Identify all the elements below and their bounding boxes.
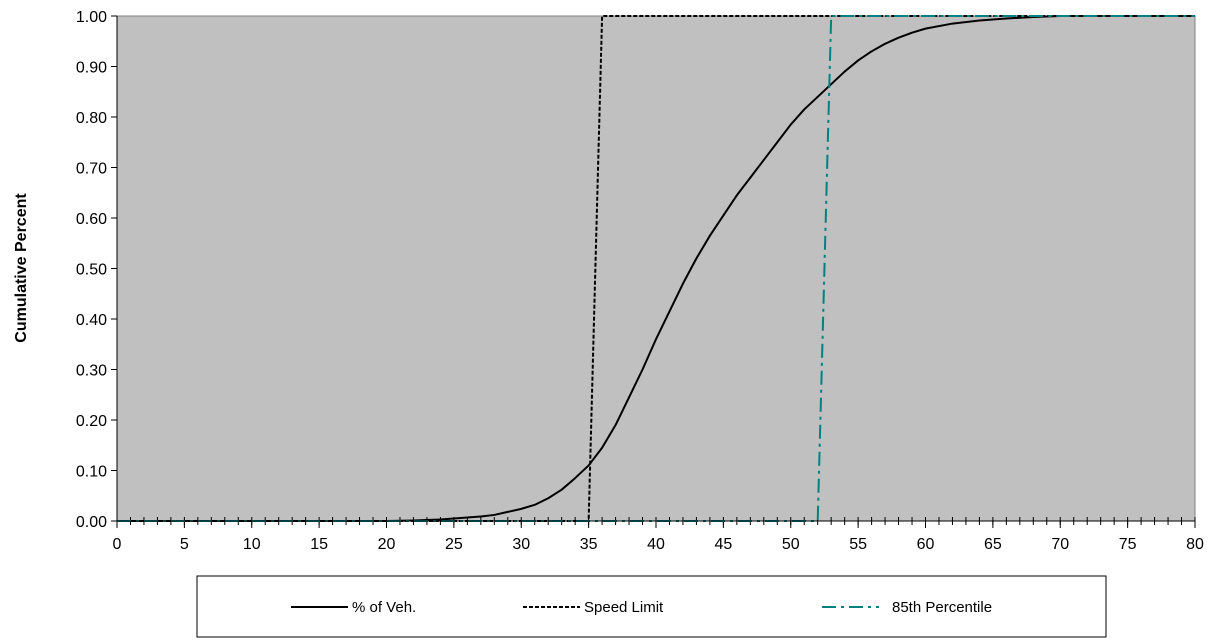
y-tick-label: 0.10 bbox=[76, 464, 107, 481]
x-tick-labels: 0 5 10 15 20 25 30 35 40 45 50 55 60 65 70 75 80 bbox=[113, 536, 1204, 553]
x-tick-label: 0 bbox=[113, 536, 122, 553]
legend-label-veh: % of Veh. bbox=[352, 599, 416, 616]
x-tick-label: 70 bbox=[1051, 536, 1069, 553]
x-tick-label: 65 bbox=[984, 536, 1002, 553]
y-tick-label: 0.70 bbox=[76, 161, 107, 178]
y-axis-title: Cumulative Percent bbox=[13, 193, 30, 343]
y-tick-label: 0.60 bbox=[76, 211, 107, 228]
plot-area bbox=[116, 15, 1196, 522]
y-tick-label: 1.00 bbox=[76, 9, 107, 26]
x-tick-label: 30 bbox=[512, 536, 530, 553]
x-tick-label: 10 bbox=[243, 536, 261, 553]
x-tick-label: 45 bbox=[714, 536, 732, 553]
legend-box bbox=[196, 575, 1107, 638]
x-tick-label: 55 bbox=[849, 536, 867, 553]
series-85th-percentile bbox=[117, 15, 1195, 522]
legend-label-speed-limit: Speed Limit bbox=[584, 599, 664, 616]
y-tick-labels: 0.00 0.10 0.20 0.30 0.40 0.50 0.60 0.70 0.80 0.90… bbox=[76, 9, 107, 531]
y-tick-label: 0.40 bbox=[76, 312, 107, 329]
series-veh bbox=[117, 15, 1195, 522]
x-tick-label: 40 bbox=[647, 536, 665, 553]
x-tick-label: 50 bbox=[782, 536, 800, 553]
x-tick-label: 75 bbox=[1119, 536, 1137, 553]
x-tick-label: 25 bbox=[445, 536, 463, 553]
legend: % of Veh. Speed Limit 85th Percentile bbox=[196, 575, 1107, 638]
legend-label-85th-percentile: 85th Percentile bbox=[892, 599, 992, 616]
y-tick-label: 0.50 bbox=[76, 262, 107, 279]
y-tick-label: 0.80 bbox=[76, 110, 107, 127]
y-tick-label: 0.90 bbox=[76, 60, 107, 77]
y-tick-label: 0.20 bbox=[76, 413, 107, 430]
x-tick-label: 5 bbox=[180, 536, 189, 553]
x-tick-label: 15 bbox=[310, 536, 328, 553]
y-tick-label: 0.00 bbox=[76, 514, 107, 531]
x-tick-label: 20 bbox=[378, 536, 396, 553]
y-tick-label: 0.30 bbox=[76, 363, 107, 380]
x-tick-label: 80 bbox=[1186, 536, 1204, 553]
x-tick-label: 35 bbox=[580, 536, 598, 553]
x-tick-label: 60 bbox=[917, 536, 935, 553]
axis-ticks bbox=[111, 15, 1196, 528]
